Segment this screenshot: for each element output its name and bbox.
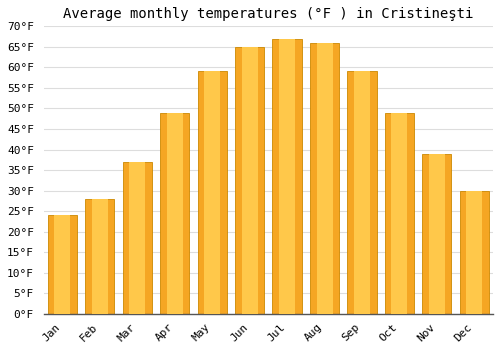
Bar (354, 71, 370, 314)
Bar (385, 113, 414, 314)
Bar (460, 191, 489, 314)
Bar (272, 38, 302, 314)
Bar (92, 199, 108, 314)
Bar (204, 71, 220, 314)
Title: Average monthly temperatures (°F ) in Cristineşti: Average monthly temperatures (°F ) in Cr… (63, 7, 474, 21)
Bar (48, 215, 77, 314)
Bar (422, 154, 452, 314)
Bar (466, 191, 482, 314)
Bar (242, 47, 258, 314)
Bar (235, 47, 264, 314)
Bar (54, 215, 70, 314)
Bar (316, 43, 332, 314)
Bar (348, 71, 376, 314)
Bar (392, 113, 407, 314)
Bar (279, 38, 295, 314)
Bar (160, 113, 190, 314)
Bar (122, 162, 152, 314)
Bar (166, 113, 183, 314)
Bar (85, 199, 114, 314)
Bar (130, 162, 146, 314)
Bar (429, 154, 445, 314)
Bar (198, 71, 227, 314)
Bar (310, 43, 339, 314)
